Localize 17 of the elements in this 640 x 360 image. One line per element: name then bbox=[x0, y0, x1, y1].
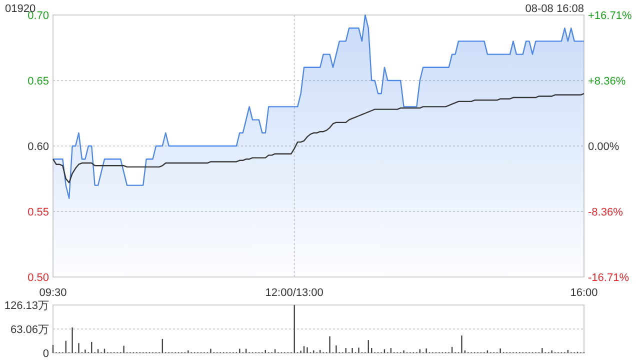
y2-tick-label: +16.71% bbox=[588, 10, 632, 22]
y2-tick-label: 0.00% bbox=[588, 141, 620, 153]
y-tick-label: 63.06万 bbox=[10, 324, 49, 336]
y2-tick-label: -16.71% bbox=[588, 272, 630, 284]
y2-tick-label: +8.36% bbox=[588, 75, 626, 88]
y-tick-label: 0.65 bbox=[28, 76, 49, 88]
y-tick-label: 126.13万 bbox=[4, 300, 49, 312]
y-tick-label: 0.50 bbox=[28, 272, 49, 284]
annotation: 08-08 16:08 bbox=[525, 3, 584, 15]
y2-tick-label: -8.36% bbox=[588, 206, 624, 219]
y-tick-label: 0.55 bbox=[28, 206, 49, 218]
line-series bbox=[52, 93, 585, 184]
y-tick-label: 0 bbox=[42, 348, 49, 360]
x-tick-label: 12:00/13:00 bbox=[265, 287, 324, 299]
x-tick-label: 09:30 bbox=[39, 287, 67, 299]
x-tick-label: 16:00 bbox=[570, 287, 598, 299]
y-tick-label: 0.60 bbox=[28, 141, 49, 153]
